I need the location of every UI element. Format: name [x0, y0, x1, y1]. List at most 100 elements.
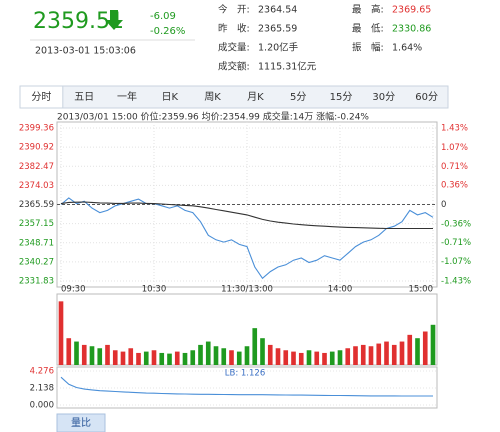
info-label: 最 高: — [352, 4, 384, 16]
tab-active[interactable] — [19, 85, 64, 109]
x-tick-label: 10:30 — [142, 285, 167, 295]
volume-bar — [337, 350, 343, 365]
volume-bar — [376, 343, 382, 365]
tab[interactable]: 分时 — [31, 91, 51, 103]
volume-bar — [143, 351, 149, 365]
y2-tick-label: -1.07% — [441, 257, 471, 267]
volume-bar — [353, 346, 358, 365]
volume-bar — [89, 346, 95, 365]
x-tick-label: 11:30/13:00 — [221, 285, 273, 295]
y-tick-label: 2374.03 — [19, 181, 54, 191]
volume-bar — [252, 328, 258, 365]
info-value: 1.64% — [392, 43, 422, 54]
series-line — [60, 201, 433, 230]
volume-bar — [275, 348, 281, 365]
volume-bar — [430, 324, 436, 365]
ratio-annotation: LB: 1.126 — [225, 369, 265, 379]
volume-bar — [244, 346, 250, 365]
volume-bar — [105, 344, 110, 365]
volume-bar — [360, 344, 366, 365]
volume-bar — [283, 350, 289, 365]
bottom-tab-bg[interactable] — [56, 413, 106, 432]
y2-tick-label: 0.36% — [441, 181, 468, 191]
tab[interactable]: 15分 — [330, 91, 353, 103]
volume-bar — [314, 351, 320, 365]
volume-bar — [322, 352, 327, 365]
info-value: 2369.65 — [392, 5, 431, 16]
info-value: 1115.31亿元 — [258, 61, 317, 73]
series-line — [60, 376, 433, 397]
volume-bar — [182, 352, 188, 365]
tab[interactable]: 30分 — [372, 91, 395, 103]
down-arrow — [105, 10, 123, 30]
change-pct: -0.26% — [150, 26, 185, 37]
info-label: 最 低: — [352, 23, 384, 35]
info-value: 2365.59 — [258, 24, 297, 35]
x-tick-label: 09:30 — [61, 285, 86, 295]
tab[interactable]: 日K — [162, 92, 179, 103]
y-tick-label: 2348.71 — [19, 238, 54, 248]
info-label: 昨 收: — [218, 23, 250, 35]
quote-time: 2013-03-01 15:03:06 — [35, 46, 136, 57]
volume-bar — [213, 346, 219, 365]
volume-bar — [190, 350, 196, 365]
tab[interactable]: 周K — [204, 91, 221, 103]
volume-bar — [221, 348, 227, 365]
info-value: 2330.86 — [392, 24, 431, 35]
info-label: 成交额: — [218, 61, 250, 73]
y2-tick-label: -0.36% — [441, 219, 471, 229]
tab[interactable]: 五日 — [74, 92, 94, 103]
volume-bar — [112, 350, 118, 365]
y-tick-label: 2365.59 — [19, 200, 54, 210]
volume-bar — [415, 338, 420, 365]
tab[interactable]: 一年 — [117, 90, 137, 103]
volume-bar — [306, 350, 312, 365]
y2-tick-label: -0.71% — [441, 238, 471, 248]
volume-bar — [167, 353, 172, 365]
tab[interactable]: 60分 — [415, 91, 438, 103]
volume-bar — [66, 338, 72, 365]
y2-tick-label: 0 — [441, 200, 446, 210]
volume-bar — [136, 352, 141, 365]
volume-bar — [298, 352, 304, 365]
tab[interactable]: 月K — [247, 91, 264, 103]
volume-bar — [151, 350, 157, 365]
volume-bar — [407, 334, 413, 365]
volume-bar — [399, 341, 405, 365]
volume-bar — [74, 341, 79, 365]
volume-bar — [205, 341, 211, 365]
ratio-tick-label: 0.000 — [30, 401, 54, 411]
volume-bar — [81, 344, 87, 365]
volume-bar — [391, 344, 397, 365]
volume-bar — [120, 351, 126, 365]
info-value: 1.20亿手 — [258, 42, 299, 54]
info-value: 2364.54 — [258, 5, 297, 16]
volume-bar — [345, 348, 351, 365]
info-label: 今 开: — [218, 4, 250, 16]
x-tick-label: 15:00 — [409, 285, 434, 295]
y-tick-label: 2382.47 — [19, 162, 54, 172]
ratio-tick-label: 4.276 — [30, 367, 54, 377]
info-label: 振 幅: — [352, 42, 384, 54]
y-tick-label: 2390.92 — [19, 143, 54, 153]
volume-bar — [260, 338, 265, 365]
volume-bar — [58, 301, 64, 365]
info-label: 成交量: — [218, 42, 250, 54]
volume-bar — [159, 352, 165, 365]
x-tick-label: 14:00 — [328, 285, 353, 295]
volume-bar — [174, 351, 180, 365]
volume-bar — [198, 344, 203, 365]
volume-bar — [291, 351, 296, 365]
chart-info: 2013/03/01 15:00 价位:2359.96 均价:2354.99 成… — [57, 111, 369, 123]
y2-tick-label: 1.07% — [441, 143, 468, 153]
bottom-tab[interactable]: 量比 — [71, 417, 91, 429]
ratio-tick-label: 2.138 — [30, 384, 54, 394]
tab[interactable]: 5分 — [290, 91, 306, 103]
y-tick-label: 2357.15 — [19, 219, 54, 229]
y2-tick-label: 0.71% — [441, 162, 468, 172]
volume-bar — [128, 348, 134, 365]
y-tick-label: 2340.27 — [19, 257, 54, 267]
y2-tick-label: -1.43% — [441, 277, 471, 287]
volume-bar — [329, 351, 335, 365]
